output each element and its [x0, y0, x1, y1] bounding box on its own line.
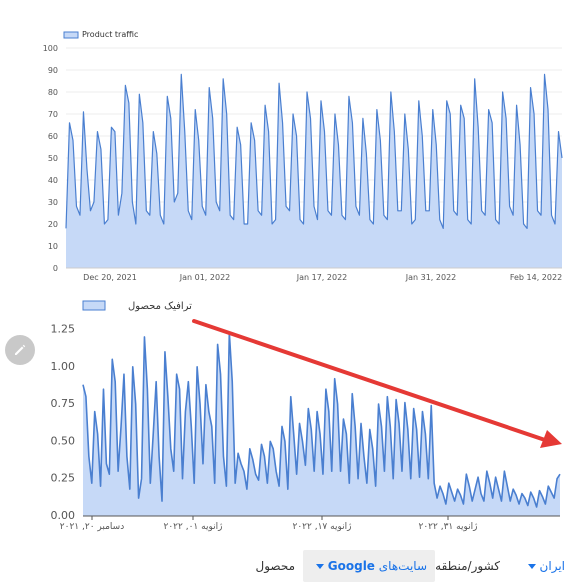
country-filter-label: کشور/منطقه	[435, 559, 500, 573]
chart1-x-tick-label: Jan 17, 2022	[296, 273, 348, 282]
chart1-y-tick-label: 70	[48, 110, 58, 119]
chart2-x-tick-label: ژانویه ۳۱, ۲۰۲۲	[419, 522, 478, 532]
chart1-y-tick-label: 0	[53, 264, 58, 273]
chart1-y-tick-label: 90	[48, 66, 58, 75]
bottom-chart: 1.25 1.00 0.75 0.50 0.25 0.00 دسامبر ۲۰, ۲۰۲۱ ژ…	[0, 292, 575, 542]
chart2-series-line	[82, 331, 561, 508]
chart1-y-tick-label: 60	[48, 132, 58, 141]
country-chevron-down-icon	[527, 564, 536, 569]
chart1-legend-label: Product traffic	[82, 30, 138, 39]
trend-arrow-line	[192, 319, 547, 442]
chart1-series-line	[65, 73, 563, 229]
pencil-icon	[15, 344, 26, 355]
chart1-y-tick-label: 80	[48, 88, 58, 97]
chart2-y-tick-label: 1.00	[51, 360, 76, 373]
chart1-legend-swatch	[63, 31, 79, 39]
trend-arrow-head	[540, 430, 562, 448]
chart2-y-tick-label: 0.50	[51, 434, 76, 447]
chart1-y-tick-label: 20	[48, 220, 58, 229]
chart1-x-tick-label: Jan 01, 2022	[179, 273, 231, 282]
chart2-x-tick-label: ژانویه ۱۷, ۲۰۲۲	[293, 522, 352, 532]
top-chart: 100 90 80 70 60 50 40 30 20 10 0 Dec 20, 2021 Jan 01…	[0, 0, 575, 290]
sites-dropdown-value: سایت‌های	[378, 559, 427, 573]
chart1-y-tick-label: 10	[48, 242, 58, 251]
sites-chevron-down-icon	[315, 564, 324, 569]
chart1-x-tick-label: Dec 20, 2021	[83, 273, 137, 282]
chart1-x-tick-label: Jan 31, 2022	[405, 273, 457, 282]
chart1-y-tick-label: 40	[48, 176, 58, 185]
chart1-y-tick-label: 50	[48, 154, 58, 163]
chart1-y-tick-label: 30	[48, 198, 58, 207]
sites-dropdown[interactable]: سایت‌های Google	[303, 550, 435, 582]
chart2-y-tick-label: 0.00	[51, 509, 76, 522]
chart2-y-tick-label: 0.25	[51, 472, 76, 485]
country-dropdown-value: ایران	[539, 559, 565, 573]
sites-dropdown-brand: Google	[327, 559, 375, 573]
chart1-area-fill	[66, 74, 562, 269]
chart2-y-tick-label: 0.75	[51, 397, 76, 410]
chart2-legend-swatch	[82, 300, 106, 311]
chart1-y-tick-label: 100	[43, 44, 58, 53]
filter-bar: محصول سایت‌های Google کشور/منطقه ایران	[0, 550, 575, 582]
chart2-legend-label: ترافیک محصول	[128, 301, 192, 312]
country-dropdown[interactable]: ایران	[524, 550, 565, 582]
edit-button[interactable]	[5, 335, 35, 365]
chart1-x-tick-label: Feb 14, 2022	[510, 273, 562, 282]
chart2-x-tick-label: دسامبر ۲۰, ۲۰۲۱	[60, 522, 124, 532]
product-filter-label: محصول	[255, 559, 296, 573]
chart2-area-fill	[83, 332, 560, 516]
chart2-x-tick-label: ژانویه ۰۱, ۲۰۲۲	[164, 522, 223, 532]
chart2-y-tick-label: 1.25	[51, 322, 76, 335]
